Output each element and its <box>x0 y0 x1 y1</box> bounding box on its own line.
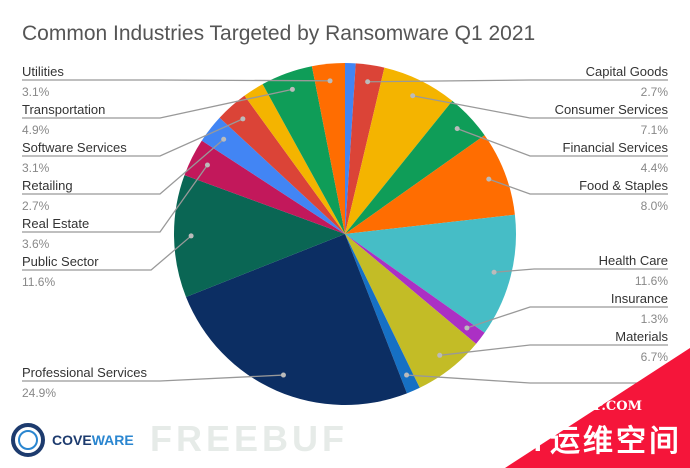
slice-percent: 3.1% <box>22 161 50 175</box>
leader-line <box>439 344 668 356</box>
leader-line <box>22 235 192 271</box>
pie-slice <box>184 140 345 234</box>
slice-label: Retailing <box>22 178 73 193</box>
slice-label: Software Services <box>22 140 127 155</box>
freebuf-watermark: FREEBUF <box>150 418 348 459</box>
leader-dot <box>404 372 410 378</box>
slice-label: Consumer Services <box>555 102 669 117</box>
brand-part-a: COVE <box>52 432 92 448</box>
pie-slice <box>244 84 345 235</box>
leader-dot <box>240 116 246 122</box>
slice-label: Insurance <box>611 291 668 306</box>
watermark-name: IT运维空间 <box>517 425 682 458</box>
leader-line <box>22 79 331 82</box>
pie-slice <box>219 95 345 234</box>
slice-label: Food & Staples <box>579 178 668 193</box>
leader-line <box>466 306 668 329</box>
slice-label: Utilities <box>22 64 64 79</box>
slice-label: M <box>657 367 668 382</box>
leader-dot <box>410 93 416 99</box>
coveware-wordmark: COVEWARE <box>52 432 134 448</box>
coveware-logo: COVEWARE <box>10 422 134 458</box>
leader-dot <box>486 176 492 182</box>
leader-dot <box>221 136 227 142</box>
leader-dot <box>188 233 194 239</box>
leader-dot <box>437 352 443 358</box>
chart-title: Common Industries Targeted by Ransomware… <box>22 22 536 45</box>
slice-percent: 4.4% <box>641 161 669 175</box>
slice-percent: 6.7% <box>641 350 669 364</box>
leader-dot <box>327 78 333 84</box>
slice-label: Financial Services <box>563 140 669 155</box>
pie-slice <box>345 234 420 394</box>
pie-slice <box>345 135 515 234</box>
leader-line <box>488 178 668 195</box>
pie-slice <box>345 234 477 388</box>
pie-slice <box>186 234 407 405</box>
leader-line <box>494 268 668 273</box>
leader-dot <box>491 269 497 275</box>
leader-line <box>22 164 208 233</box>
watermark-url: WWW.94IP.COM <box>523 399 642 414</box>
slice-label: Public Sector <box>22 254 99 269</box>
leader-dot <box>289 86 295 92</box>
leader-line <box>22 138 225 195</box>
leader-dot <box>454 126 460 132</box>
slice-percent: 4.9% <box>22 123 50 137</box>
leader-dot <box>204 162 210 168</box>
leader-dot <box>365 79 371 85</box>
leader-line <box>412 95 668 119</box>
leader-line <box>22 118 244 157</box>
slice-percent: 7.1% <box>641 123 669 137</box>
pie-slice <box>345 100 485 234</box>
pie-slice <box>345 63 356 234</box>
slice-label: Capital Goods <box>586 64 669 79</box>
pie-slice <box>345 234 485 344</box>
slice-label: Health Care <box>599 253 668 268</box>
leader-dot <box>464 325 470 331</box>
leader-line <box>22 374 284 382</box>
slice-label: Materials <box>615 329 668 344</box>
slice-percent: 3.6% <box>22 237 50 251</box>
slice-label: Professional Services <box>22 365 147 380</box>
slice-label: Real Estate <box>22 216 89 231</box>
pie-slice <box>345 63 385 234</box>
leader-line <box>367 79 668 83</box>
coveware-ring-icon <box>11 423 45 457</box>
slice-percent: 2.7% <box>22 199 50 213</box>
slice-percent: 11.6% <box>635 274 668 288</box>
pie-slice <box>311 63 345 234</box>
leader-dot <box>280 372 286 378</box>
slice-percent: 2.7% <box>641 85 669 99</box>
slice-percent: 1.3% <box>641 312 669 326</box>
brand-part-b: WARE <box>91 432 134 448</box>
slice-percent: 11.6% <box>22 275 55 289</box>
pie-slice <box>201 117 345 234</box>
leader-line <box>22 88 293 119</box>
slice-percent: 24.9% <box>22 386 56 400</box>
pie-slice <box>262 66 345 234</box>
pie-slice <box>345 67 453 234</box>
pie-slice <box>345 214 516 333</box>
leader-line <box>406 374 668 384</box>
pie-slice <box>173 175 345 297</box>
slice-percent: 8.0% <box>641 199 669 213</box>
slice-percent: 3.1% <box>22 85 50 99</box>
slice-label: Transportation <box>22 102 105 117</box>
leader-line <box>456 128 668 157</box>
